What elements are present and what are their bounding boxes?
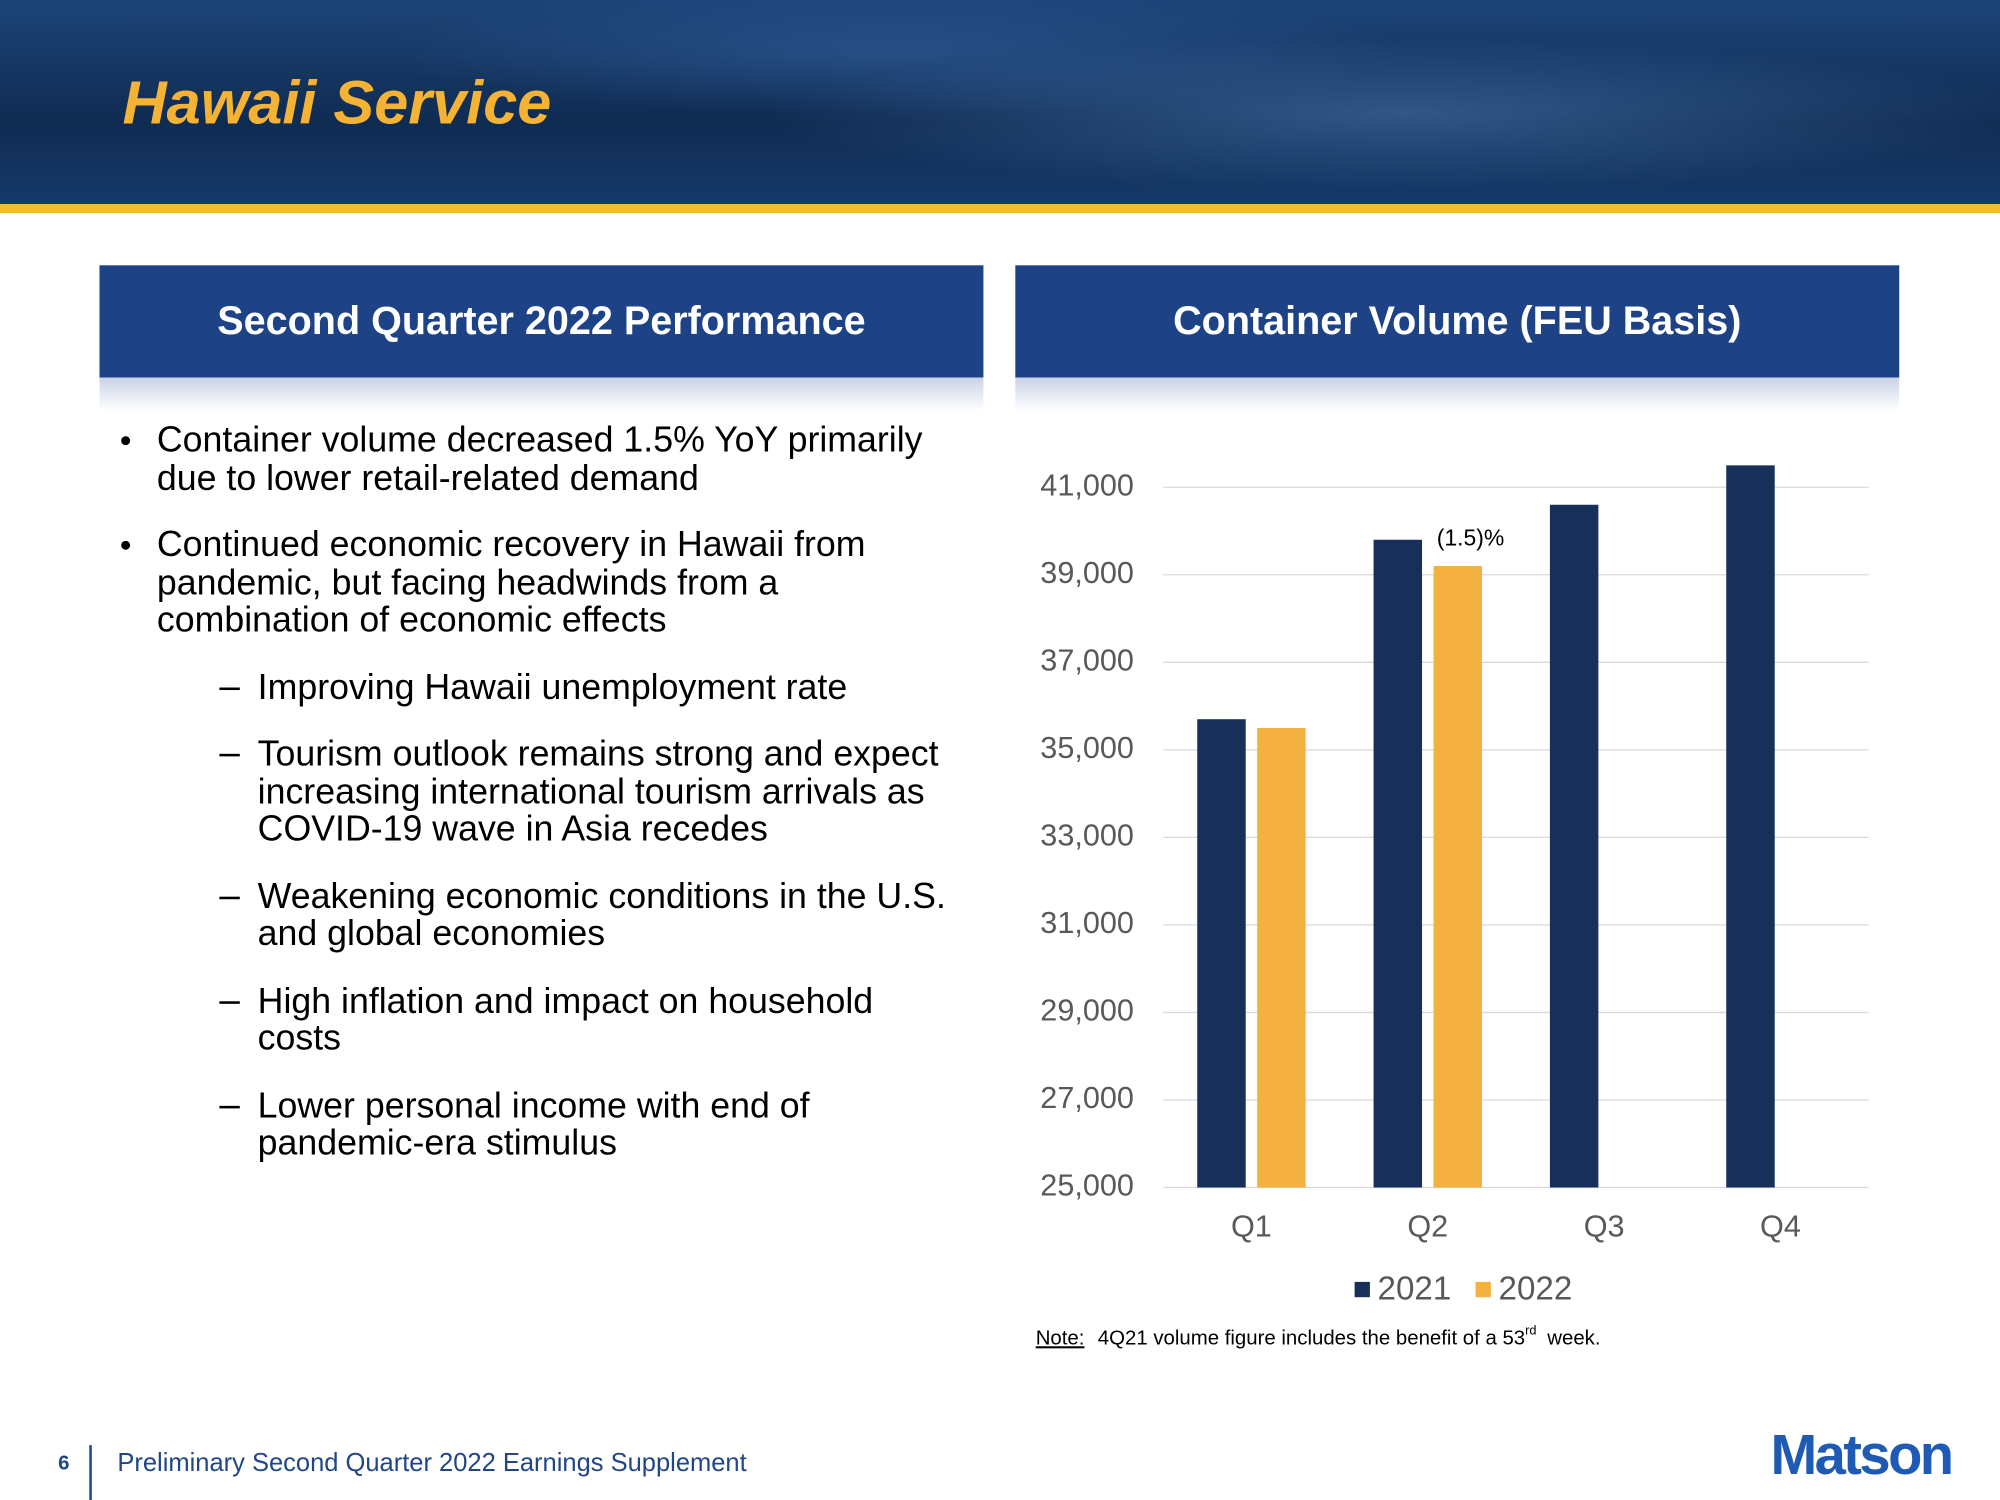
bullet-text: Continued economic recovery in Hawaii fr… <box>156 524 866 640</box>
sub-bullet-marker <box>219 686 240 690</box>
sub-bullet-text: Tourism outlook remains strong and expec… <box>257 733 939 849</box>
bar <box>1549 504 1599 1188</box>
sub-bullet: High inflation and impact on household c… <box>0 980 946 1058</box>
y-tick-label: 33,000 <box>1040 818 1134 852</box>
sub-bullet-marker <box>219 1105 240 1108</box>
bar <box>1257 727 1306 1188</box>
x-tick-label: Q1 <box>1231 1209 1272 1243</box>
legend-swatch <box>1354 1281 1370 1298</box>
y-tick-label: 35,000 <box>1040 731 1134 765</box>
note-label: Note: <box>1036 1328 1085 1350</box>
sub-bullet-marker <box>219 1000 240 1004</box>
legend-label: 2022 <box>1499 1271 1573 1308</box>
note-text: 4Q21 volume figure includes the benefit … <box>1098 1328 1525 1350</box>
panel-header: Second Quarter 2022 Performance <box>99 265 984 378</box>
x-tick-label: Q4 <box>1760 1209 1801 1243</box>
y-tick-label: 39,000 <box>1040 556 1134 590</box>
sub-bullet-text: Improving Hawaii unemployment rate <box>257 666 848 706</box>
x-tick-label: Q2 <box>1407 1209 1448 1243</box>
panel-fade <box>99 377 984 411</box>
sub-bullet-marker <box>219 896 240 899</box>
bar <box>1726 465 1775 1188</box>
bullet-marker <box>121 540 131 550</box>
note-superscript: rd <box>1525 1323 1536 1338</box>
legend-swatch <box>1475 1281 1491 1298</box>
bar <box>1373 539 1423 1188</box>
y-tick-label: 27,000 <box>1040 1081 1134 1115</box>
y-tick-label: 25,000 <box>1040 1169 1134 1203</box>
panel-header: Container Volume (FEU Basis) <box>1015 265 1900 378</box>
sub-bullet-marker <box>219 753 240 757</box>
sub-bullet: Tourism outlook remains strong and expec… <box>0 733 946 849</box>
logo: Matson <box>1770 1423 1951 1486</box>
sub-bullet-text: High inflation and impact on household c… <box>257 980 874 1058</box>
annotation: (1.5)% <box>1437 524 1505 550</box>
y-tick-label: 31,000 <box>1040 906 1134 940</box>
sub-bullet: Improving Hawaii unemployment rate <box>0 668 946 706</box>
header-banner <box>0 0 2000 205</box>
legend-label: 2021 <box>1378 1271 1452 1308</box>
sub-bullet-text: Lower personal income with end of pandem… <box>257 1084 810 1162</box>
y-tick-label: 29,000 <box>1040 994 1134 1028</box>
footer-text: Preliminary Second Quarter 2022 Earnings… <box>117 1449 746 1477</box>
page-number: 6 <box>58 1453 69 1475</box>
bullet: Continued economic recovery in Hawaii fr… <box>0 524 941 640</box>
note-text: week. <box>1546 1328 1600 1350</box>
bar <box>1433 566 1482 1188</box>
x-tick-label: Q3 <box>1584 1209 1625 1243</box>
y-tick-label: 41,000 <box>1040 468 1134 502</box>
bullet-marker <box>121 436 131 446</box>
panel-fade <box>1015 377 1900 411</box>
sub-bullet-text: Weakening economic conditions in the U.S… <box>257 875 946 953</box>
sub-bullet: Weakening economic conditions in the U.S… <box>0 877 946 952</box>
bar <box>1197 719 1246 1188</box>
bullet-list: Container volume decreased 1.5% YoY prim… <box>0 421 969 1191</box>
header-stripe <box>0 204 2000 214</box>
bullet: Container volume decreased 1.5% YoY prim… <box>0 421 941 496</box>
chart-note: Note: 4Q21 volume figure includes the be… <box>1036 1320 1601 1350</box>
bullet-text: Container volume decreased 1.5% YoY prim… <box>156 419 923 497</box>
slide-title: Hawaii Service <box>122 70 552 138</box>
sub-bullet: Lower personal income with end of pandem… <box>0 1086 946 1161</box>
y-tick-label: 37,000 <box>1040 643 1134 677</box>
